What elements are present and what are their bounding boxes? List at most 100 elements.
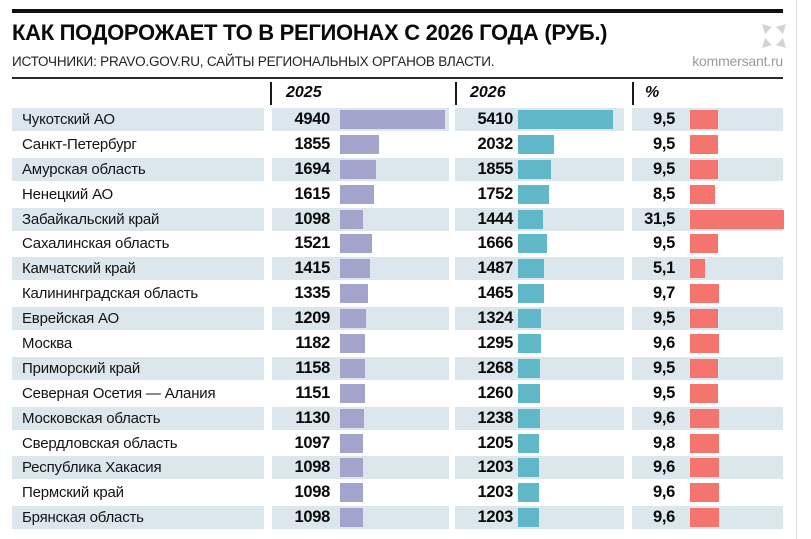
value-2025: 1098 — [294, 508, 330, 527]
value-2026: 2032 — [477, 134, 513, 153]
value-2025: 1521 — [294, 234, 330, 253]
bar-2026 — [518, 334, 541, 354]
percent-cell: 9,5 — [632, 108, 783, 131]
percent-cell: 31,5 — [632, 207, 784, 231]
page-title: КАК ПОДОРОЖАЕТ ТО В РЕГИОНАХ С 2026 ГОДА… — [12, 20, 608, 45]
percent-value: 8,5 — [652, 184, 675, 203]
value-2025: 1158 — [295, 358, 330, 377]
sources-line: ИСТОЧНИКИ: PRAVO.GOV.RU, САЙТЫ РЕГИОНАЛЬ… — [12, 54, 495, 69]
table-row: Москва 1182 1295 9,6 — [0, 332, 811, 355]
percent-cell: 9,6 — [632, 456, 783, 480]
bar-percent — [690, 358, 719, 378]
value-2026-cell: 1487 — [455, 257, 624, 281]
percent-value: 9,6 — [652, 334, 675, 353]
value-2025-cell: 1098 — [272, 506, 449, 530]
region-label: Республика Хакасия — [12, 456, 264, 480]
percent-value: 9,5 — [652, 383, 675, 402]
bar-2025 — [340, 483, 364, 503]
region-label: Московская область — [12, 406, 264, 430]
bar-2026 — [518, 483, 540, 503]
percent-cell: 9,5 — [632, 232, 783, 255]
table-row: Ненецкий АО 1615 1752 8,5 — [0, 183, 811, 206]
bar-2025 — [340, 334, 366, 354]
region-label: Пермский край — [22, 484, 124, 502]
value-2025: 1098 — [294, 483, 330, 502]
value-2026-cell: 1444 — [455, 207, 624, 231]
value-2025-cell: 1521 — [272, 232, 449, 255]
value-2026: 1444 — [477, 209, 513, 228]
value-2025: 1182 — [295, 334, 330, 353]
value-2026: 1260 — [477, 383, 513, 402]
value-2025: 4940 — [294, 110, 330, 128]
bar-2026 — [518, 358, 541, 378]
bar-2025 — [340, 408, 364, 428]
bar-2025 — [340, 184, 375, 204]
region-label: Санкт-Петербург — [22, 135, 137, 153]
value-2026: 5410 — [477, 110, 513, 128]
bar-2026 — [518, 134, 554, 154]
column-header-2025: 2025 — [286, 84, 322, 101]
table-row: Брянская область 1098 1203 9,6 — [0, 506, 811, 530]
bar-percent — [690, 433, 720, 453]
value-2026-cell: 5410 — [455, 108, 624, 131]
header-rule — [12, 77, 783, 79]
value-2026-cell: 1205 — [455, 432, 624, 455]
region-label: Чукотский АО — [12, 108, 264, 131]
column-divider — [632, 82, 634, 105]
percent-cell: 9,5 — [632, 133, 783, 156]
value-2026: 1203 — [477, 483, 513, 502]
table-row: Московская область 1130 1238 9,6 — [0, 406, 811, 430]
value-2025: 1098 — [294, 209, 330, 228]
value-2025-cell: 1855 — [272, 133, 449, 156]
value-2026: 1268 — [477, 358, 513, 377]
region-label: Сахалинская область — [22, 235, 170, 253]
value-2026-cell: 1752 — [455, 183, 624, 206]
bar-2025 — [340, 209, 364, 229]
table-row: Калининградская область 1335 1465 9,7 — [0, 282, 811, 305]
value-2026-cell: 1268 — [455, 356, 624, 380]
percent-value: 9,6 — [652, 408, 675, 427]
value-2026-cell: 1465 — [455, 282, 624, 305]
table-row: Санкт-Петербург 1855 2032 9,5 — [0, 133, 811, 156]
region-label: Северная Осетия — Алания — [22, 384, 216, 402]
value-2025-cell: 1615 — [272, 183, 449, 206]
region-label: Калининградская область — [22, 285, 199, 303]
column-header-percent: % — [645, 84, 660, 101]
brand-link[interactable]: kommersant.ru — [692, 53, 783, 69]
bar-2026 — [518, 408, 540, 428]
bar-2026 — [518, 184, 549, 204]
table-body: Чукотский АО 4940 5410 9,5 Санкт-Петербург 18… — [0, 108, 811, 531]
bar-2026 — [518, 209, 544, 229]
region-label: Еврейская АО — [12, 307, 264, 331]
value-2025: 1855 — [294, 134, 330, 153]
right-border — [796, 0, 797, 539]
table-row: Северная Осетия — Алания 1151 1260 9,5 — [0, 382, 811, 405]
bar-2025 — [340, 309, 366, 329]
value-2026: 1752 — [477, 184, 513, 203]
value-2026-cell: 1295 — [455, 332, 624, 355]
bar-percent — [690, 309, 719, 329]
bar-percent — [690, 408, 719, 428]
value-2025-cell: 1415 — [272, 257, 449, 281]
bar-2026 — [518, 284, 544, 304]
percent-cell: 9,5 — [632, 382, 783, 405]
bar-2025 — [340, 458, 364, 478]
value-2026: 1487 — [477, 259, 513, 278]
value-2026: 1855 — [477, 159, 513, 178]
value-2026-cell: 1324 — [455, 307, 624, 331]
percent-cell: 9,6 — [632, 406, 783, 430]
percent-value: 9,6 — [652, 508, 675, 527]
bar-percent — [690, 234, 719, 254]
column-divider — [455, 82, 457, 105]
column-header-2026: 2026 — [470, 84, 506, 101]
bar-2026 — [518, 309, 542, 329]
bar-percent — [690, 209, 784, 229]
region-label: Брянская область — [12, 506, 264, 530]
table-row: Пермский край 1098 1203 9,6 — [0, 481, 811, 504]
bar-2026 — [518, 433, 540, 453]
value-2025-cell: 1098 — [272, 481, 449, 504]
expand-icon[interactable] — [757, 19, 791, 53]
value-2025: 1098 — [294, 458, 330, 477]
value-2026-cell: 1203 — [455, 481, 624, 504]
region-label: Приморский край — [12, 356, 264, 380]
